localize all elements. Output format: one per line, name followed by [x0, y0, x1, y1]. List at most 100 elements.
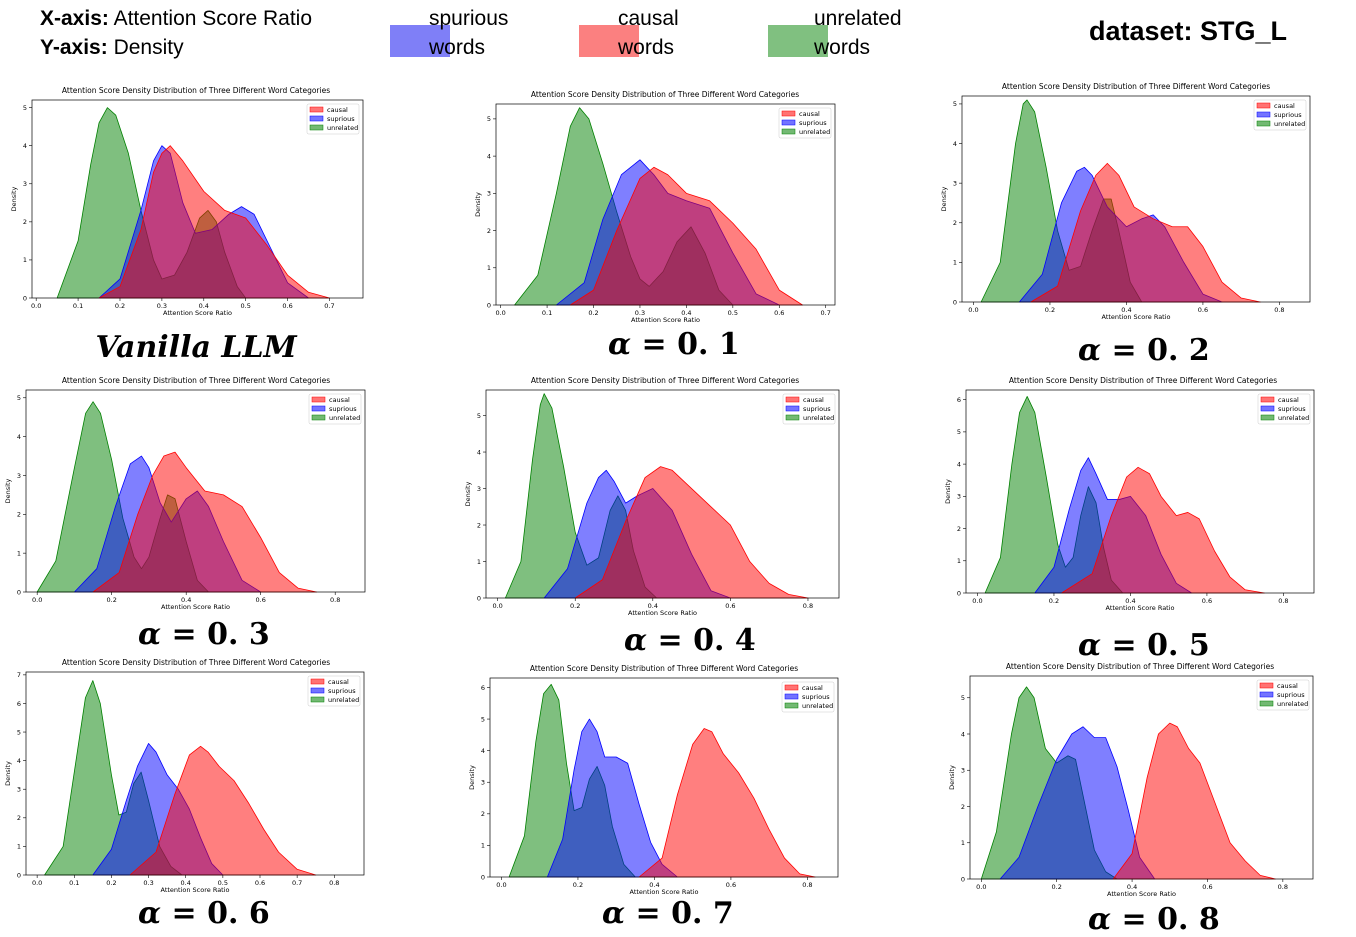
chart-legend-swatch-suprious: [310, 687, 325, 694]
x-tick-label: 0.2: [107, 596, 117, 604]
chart-legend-swatch-causal: [1260, 396, 1275, 403]
series-area-causal: [1112, 722, 1276, 880]
x-tick-label: 0.0: [972, 597, 982, 605]
panel-caption: α = 0. 2: [1078, 333, 1210, 368]
y-tick-label: 0: [481, 873, 485, 881]
x-tick-label: 0.4: [199, 302, 209, 310]
series-area-causal: [129, 745, 317, 876]
y-tick-label: 1: [477, 558, 481, 566]
y-tick-label: 2: [487, 227, 491, 235]
y-axis-label: Density: [4, 761, 12, 786]
y-tick-label: 1: [487, 264, 491, 272]
x-tick-label: 0.6: [256, 596, 266, 604]
chart-legend-swatch-causal: [309, 106, 324, 113]
plot-frame: [961, 95, 1311, 303]
chart-legend-label-suprious: suprious: [327, 115, 355, 123]
chart-legend-label-unrelated: unrelated: [329, 414, 360, 422]
x-tick-label: 0.0: [32, 879, 42, 887]
caption-value: = 0. 5: [1101, 628, 1210, 663]
dataset-label: dataset: STG_L: [1089, 16, 1288, 46]
chart-legend-swatch-suprious: [785, 405, 800, 412]
x-axis-header: X-axis: Attention Score Ratio: [40, 4, 312, 33]
y-tick-label: 0: [953, 298, 957, 306]
x-tick-label: 0.3: [635, 309, 645, 317]
y-tick-label: 1: [953, 259, 957, 267]
chart-legend-swatch-causal: [785, 396, 800, 403]
chart-legend-label-causal: causal: [328, 678, 349, 686]
chart-legend-swatch-suprious: [781, 119, 796, 126]
chart-legend-swatch-unrelated: [1260, 414, 1275, 421]
chart-legend-swatch-suprious: [311, 405, 326, 412]
x-tick-label: 0.6: [1202, 883, 1212, 891]
caption-value: = 0. 3: [161, 617, 270, 652]
y-tick-label: 3: [957, 493, 961, 501]
chart-legend-label-unrelated: unrelated: [1278, 414, 1309, 422]
plot-frame: [965, 389, 1315, 594]
caption-label: α: [1088, 902, 1112, 937]
x-axis-label: Attention Score Ratio: [161, 603, 230, 611]
x-tick-label: 0.6: [726, 881, 736, 889]
x-tick-label: 0.8: [803, 602, 813, 610]
caption-value: = 0. 2: [1101, 333, 1210, 368]
caption-value: = 0. 1: [631, 327, 740, 362]
chart-title: Attention Score Density Distribution of …: [530, 664, 798, 673]
y-tick-label: 3: [17, 472, 21, 480]
chart-legend-label-suprious: suprious: [1277, 691, 1305, 699]
x-tick-label: 0.6: [255, 879, 265, 887]
x-tick-label: 0.0: [31, 302, 41, 310]
y-axis-header: Y-axis: Density: [40, 33, 184, 62]
y-tick-label: 1: [481, 842, 485, 850]
x-axis-label: Attention Score Ratio: [628, 609, 697, 617]
x-axis-label: Attention Score Ratio: [1101, 313, 1170, 321]
y-tick-label: 2: [477, 521, 481, 529]
chart-legend-label-unrelated: unrelated: [1277, 700, 1308, 708]
y-tick-label: 0: [961, 875, 965, 883]
x-tick-label: 0.8: [330, 596, 340, 604]
x-axis-key: X-axis:: [40, 7, 109, 30]
x-tick-label: 0.2: [573, 881, 583, 889]
x-axis-value: Attention Score Ratio: [113, 7, 313, 30]
legend-label-spurious-2: words: [429, 36, 486, 59]
panel-caption: α = 0. 4: [624, 623, 756, 658]
series-area-causal: [1030, 162, 1261, 303]
x-tick-label: 0.1: [69, 879, 79, 887]
x-tick-label: 0.6: [1198, 306, 1208, 314]
plot-frame: [489, 677, 839, 878]
y-tick-label: 4: [17, 757, 21, 765]
y-axis-label: Density: [4, 478, 12, 503]
x-tick-label: 0.6: [725, 602, 735, 610]
legend-label-unrelated-2: words: [814, 36, 871, 59]
x-tick-label: 0.4: [648, 602, 658, 610]
y-tick-label: 0: [17, 588, 21, 596]
chart-legend-swatch-unrelated: [785, 414, 800, 421]
caption-value: = 0. 7: [625, 896, 734, 931]
x-axis-label: Attention Score Ratio: [1105, 604, 1174, 612]
panel-caption: Vanilla LLM: [96, 330, 297, 365]
y-tick-label: 2: [23, 218, 27, 226]
chart-legend-label-causal: causal: [1274, 102, 1295, 110]
legend-label-spurious-1: spurious: [429, 7, 509, 30]
y-tick-label: 6: [17, 700, 21, 708]
y-tick-label: 2: [961, 803, 965, 811]
y-axis-label: Density: [944, 479, 952, 504]
x-tick-label: 0.4: [1125, 597, 1135, 605]
chart-legend-label-causal: causal: [329, 396, 350, 404]
y-tick-label: 5: [953, 100, 957, 108]
x-tick-label: 0.8: [329, 879, 339, 887]
x-tick-label: 0.4: [681, 309, 691, 317]
x-tick-label: 0.8: [1274, 306, 1284, 314]
chart-legend-label-causal: causal: [802, 684, 823, 692]
x-tick-label: 0.8: [1278, 597, 1288, 605]
x-axis-label: Attention Score Ratio: [163, 309, 232, 317]
y-tick-label: 3: [481, 779, 485, 787]
y-axis-label: Density: [464, 481, 472, 506]
y-tick-label: 5: [957, 428, 961, 436]
panel-caption: α = 0. 1: [608, 327, 740, 362]
chart-legend-swatch-causal: [784, 684, 799, 691]
chart-legend-label-suprious: suprious: [1278, 405, 1306, 413]
x-tick-label: 0.5: [241, 302, 251, 310]
plot-frame: [969, 675, 1314, 880]
y-tick-label: 0: [17, 871, 21, 879]
